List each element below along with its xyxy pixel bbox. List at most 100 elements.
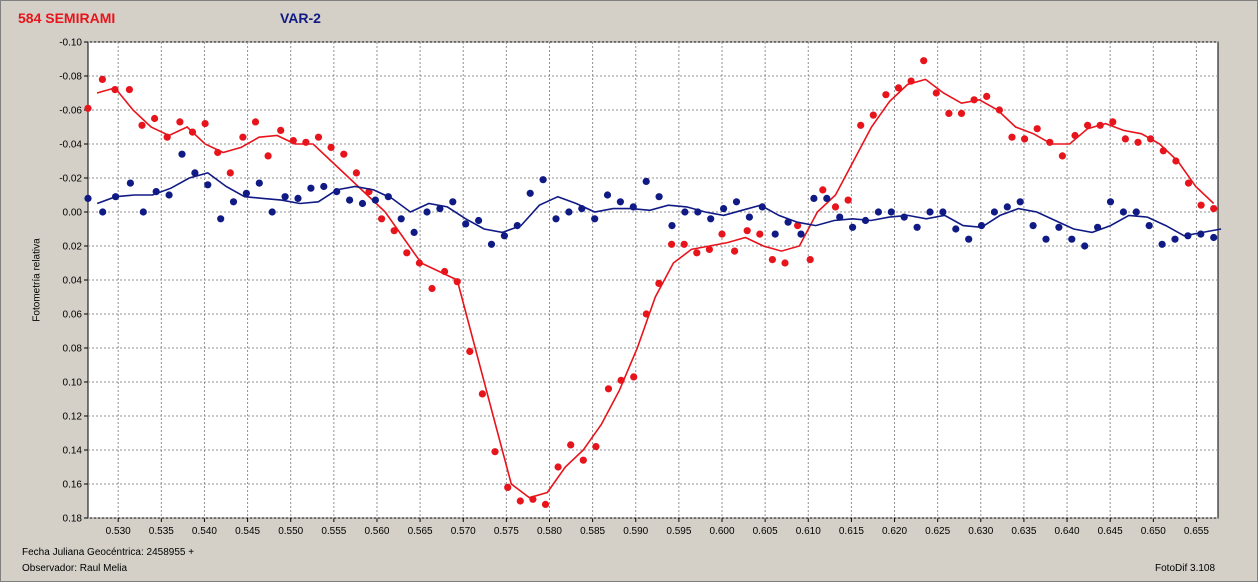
comparison-point bbox=[552, 215, 560, 223]
comparison-point bbox=[112, 193, 120, 201]
target-point bbox=[1058, 152, 1066, 160]
comparison-point bbox=[849, 223, 857, 231]
comparison-point bbox=[629, 203, 637, 211]
target-point bbox=[756, 230, 764, 238]
target-point bbox=[1033, 125, 1041, 133]
target-point bbox=[604, 385, 613, 393]
comparison-point bbox=[475, 216, 483, 225]
comparison-point bbox=[707, 215, 715, 223]
target-point bbox=[630, 373, 638, 381]
comparison-point bbox=[84, 194, 92, 202]
target-point bbox=[743, 227, 751, 235]
comparison-point bbox=[694, 208, 702, 216]
target-point bbox=[453, 278, 461, 286]
target-point bbox=[340, 150, 348, 158]
comparison-point bbox=[423, 208, 431, 216]
target-point bbox=[781, 259, 789, 267]
target-point bbox=[289, 137, 297, 145]
x-tick-label: 0.545 bbox=[235, 526, 260, 537]
comparison-point bbox=[578, 205, 586, 213]
comparison-point bbox=[526, 189, 534, 197]
target-point bbox=[378, 215, 386, 223]
target-point bbox=[932, 89, 940, 97]
comparison-point bbox=[371, 196, 379, 204]
comparison-point bbox=[126, 179, 134, 187]
target-point bbox=[403, 249, 411, 257]
observer-label: Observador: Raul Melia bbox=[22, 563, 128, 574]
x-tick-label: 0.655 bbox=[1184, 526, 1209, 537]
target-point bbox=[1046, 138, 1054, 146]
comparison-point bbox=[1094, 223, 1102, 231]
comparison-point bbox=[513, 222, 521, 230]
target-point bbox=[138, 121, 146, 129]
target-point bbox=[466, 347, 474, 355]
x-tick-label: 0.640 bbox=[1055, 526, 1080, 537]
y-tick-label: 0.16 bbox=[63, 480, 83, 491]
x-tick-label: 0.530 bbox=[106, 526, 131, 537]
target-point bbox=[945, 109, 953, 117]
target-point bbox=[251, 118, 260, 126]
target-point bbox=[907, 77, 915, 85]
comparison-point bbox=[939, 208, 947, 216]
target-point bbox=[352, 169, 360, 177]
target-point bbox=[176, 118, 184, 126]
comparison-point bbox=[178, 150, 186, 158]
target-point bbox=[1071, 131, 1079, 140]
target-point bbox=[491, 448, 499, 456]
x-tick-label: 0.595 bbox=[666, 526, 691, 537]
target-point bbox=[1197, 201, 1205, 209]
target-point bbox=[668, 240, 676, 248]
target-point bbox=[478, 390, 486, 398]
comparison-point bbox=[900, 213, 908, 221]
x-tick-label: 0.600 bbox=[709, 526, 734, 537]
target-point bbox=[882, 91, 890, 99]
target-point bbox=[831, 203, 840, 211]
comparison-point bbox=[1081, 242, 1089, 250]
y-tick-label: 0.04 bbox=[63, 276, 83, 287]
target-point bbox=[1008, 133, 1016, 141]
comparison-point bbox=[449, 198, 457, 206]
target-point bbox=[111, 86, 119, 94]
target-point bbox=[731, 247, 739, 255]
target-point bbox=[995, 106, 1004, 114]
target-trend-line bbox=[96, 78, 1215, 499]
comparison-point bbox=[681, 208, 689, 216]
comparison-point bbox=[242, 189, 250, 197]
comparison-point bbox=[926, 208, 934, 216]
comparison-point bbox=[1132, 208, 1140, 216]
comparison-point bbox=[462, 220, 470, 228]
target-point bbox=[277, 126, 285, 134]
comparison-point bbox=[346, 196, 354, 204]
comparison-point bbox=[668, 222, 676, 230]
target-point bbox=[151, 114, 159, 123]
target-point bbox=[1172, 157, 1180, 165]
x-tick-label: 0.635 bbox=[1011, 526, 1036, 537]
target-point bbox=[642, 310, 650, 318]
target-point bbox=[806, 256, 814, 264]
comparison-point bbox=[1119, 208, 1127, 216]
x-tick-label: 0.630 bbox=[968, 526, 993, 537]
x-tick-label: 0.650 bbox=[1141, 526, 1166, 537]
comparison-point bbox=[333, 188, 341, 196]
comparison-point bbox=[436, 205, 444, 213]
comparison-point bbox=[565, 208, 573, 216]
comparison-point bbox=[1184, 232, 1192, 240]
x-tick-label: 0.550 bbox=[278, 526, 303, 537]
x-tick-label: 0.585 bbox=[580, 526, 605, 537]
target-point bbox=[857, 121, 865, 129]
comparison-point bbox=[191, 169, 199, 177]
comparison-point bbox=[732, 198, 741, 206]
y-tick-label: -0.04 bbox=[59, 140, 82, 151]
comparison-point bbox=[977, 222, 986, 230]
y-tick-label: 0.00 bbox=[63, 208, 83, 219]
comparison-point bbox=[1106, 198, 1115, 206]
comparison-point bbox=[1197, 230, 1205, 238]
target-point bbox=[302, 138, 310, 146]
x-tick-label: 0.590 bbox=[623, 526, 648, 537]
target-point bbox=[920, 57, 928, 65]
target-point bbox=[428, 284, 436, 293]
target-point bbox=[718, 230, 726, 238]
target-point bbox=[125, 86, 133, 94]
y-tick-label: -0.06 bbox=[59, 106, 82, 117]
